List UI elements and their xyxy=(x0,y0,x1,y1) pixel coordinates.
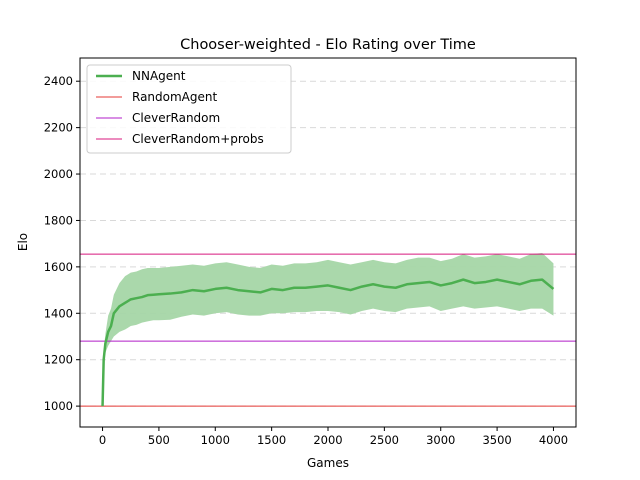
x-tick-label: 3000 xyxy=(426,433,455,447)
x-tick-label: 4000 xyxy=(539,433,568,447)
y-tick-label: 2200 xyxy=(44,121,73,135)
legend: NNAgent RandomAgent CleverRandom CleverRand… xyxy=(86,64,292,154)
y-tick-label: 1800 xyxy=(44,213,73,227)
y-tick-label: 1600 xyxy=(44,260,73,274)
nnagent-confidence-band xyxy=(102,252,554,407)
x-tick-label: 1000 xyxy=(201,433,230,447)
x-tick-label: 2500 xyxy=(370,433,399,447)
x-tick-label: 1500 xyxy=(257,433,286,447)
y-tick-label: 2400 xyxy=(44,74,73,88)
legend-label: RandomAgent xyxy=(132,90,217,104)
x-tick-label: 3500 xyxy=(482,433,511,447)
series-lines xyxy=(101,278,555,407)
y-axis-label: Elo xyxy=(16,233,30,251)
legend-label: CleverRandom xyxy=(132,111,220,125)
legend-label: NNAgent xyxy=(132,69,186,83)
reference-lines xyxy=(80,253,576,407)
x-axis-ticks: 0 500 1000 1500 2000 2500 3000 3500 4000 xyxy=(99,427,568,447)
y-tick-label: 1400 xyxy=(44,306,73,320)
y-tick-label: 1200 xyxy=(44,353,73,367)
x-axis-label: Games xyxy=(307,456,349,470)
nnagent-line xyxy=(101,278,555,407)
x-tick-label: 500 xyxy=(148,433,170,447)
legend-box xyxy=(86,64,292,154)
y-tick-label: 2000 xyxy=(44,167,73,181)
legend-label: CleverRandom+probs xyxy=(132,132,264,146)
chart-title: Chooser-weighted - Elo Rating over Time xyxy=(180,37,476,53)
y-tick-label: 1000 xyxy=(44,399,73,413)
x-tick-label: 2000 xyxy=(313,433,342,447)
confidence-bands xyxy=(102,252,554,407)
x-tick-label: 0 xyxy=(99,433,106,447)
y-axis-ticks: 1000 1200 1400 1600 1800 2000 2200 2400 xyxy=(44,74,80,413)
